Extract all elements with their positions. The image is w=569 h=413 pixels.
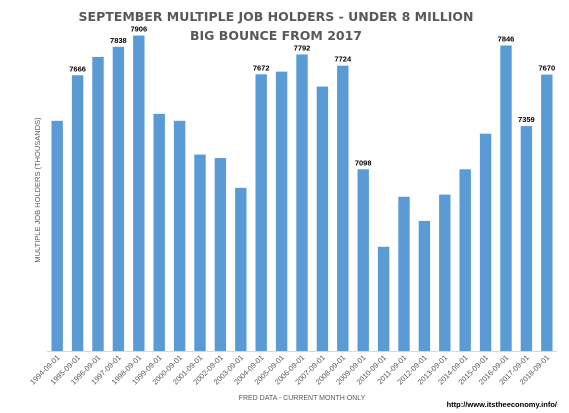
bar-2012-09-01 [418, 220, 431, 351]
bar-2016-09-01 [500, 45, 512, 352]
data-label: 7846 [498, 34, 515, 43]
bar-2010-09-01 [377, 246, 390, 351]
x-tick-labels: 1994-09-011995-09-011996-09-011997-09-01… [28, 353, 551, 386]
bar-2018-09-01 [541, 74, 553, 352]
bar-2008-09-01 [337, 65, 349, 352]
bar-2005-09-01 [275, 71, 288, 351]
data-label: 7666 [69, 64, 86, 73]
bar-1997-09-01 [112, 46, 125, 352]
data-label: 7359 [518, 115, 535, 124]
data-label: 7724 [334, 55, 352, 64]
y-axis-label: MULTIPLE JOB HOLDERS (THOUSANDS) [33, 117, 42, 263]
bar-2013-09-01 [439, 194, 451, 351]
bar-1994-09-01 [51, 120, 63, 351]
data-label: 7672 [253, 63, 270, 72]
bar-2009-09-01 [357, 169, 369, 351]
chart-title: SEPTEMBER MULTIPLE JOB HOLDERS - UNDER 8… [79, 9, 474, 24]
bar-2011-09-01 [398, 196, 410, 351]
bar-2000-09-01 [173, 120, 186, 351]
bar-2006-09-01 [296, 54, 308, 352]
bar-2001-09-01 [194, 154, 206, 351]
data-label: 7670 [538, 64, 555, 73]
data-label: 7838 [110, 36, 127, 45]
bar-1999-09-01 [153, 113, 165, 351]
bar-2015-09-01 [479, 133, 492, 351]
bar-2002-09-01 [214, 158, 227, 351]
bars-group [51, 35, 553, 352]
bar-2004-09-01 [255, 74, 267, 351]
bar-1995-09-01 [71, 75, 84, 351]
bar-2017-09-01 [520, 126, 533, 351]
chart-subtitle: BIG BOUNCE FROM 2017 [190, 28, 362, 43]
x-axis-label: FRED DATA - CURRENT MONTH ONLY [239, 395, 366, 402]
bar-2003-09-01 [235, 187, 247, 351]
bar-1998-09-01 [133, 35, 145, 352]
data-label: 7906 [130, 25, 147, 34]
data-label: 7098 [355, 158, 372, 167]
data-label: 7792 [294, 43, 311, 52]
bar-1996-09-01 [92, 56, 104, 351]
bar-2007-09-01 [316, 86, 329, 351]
source-url: http://www.itstheeconomy.info/ [447, 400, 558, 409]
bar-2014-09-01 [459, 169, 471, 351]
